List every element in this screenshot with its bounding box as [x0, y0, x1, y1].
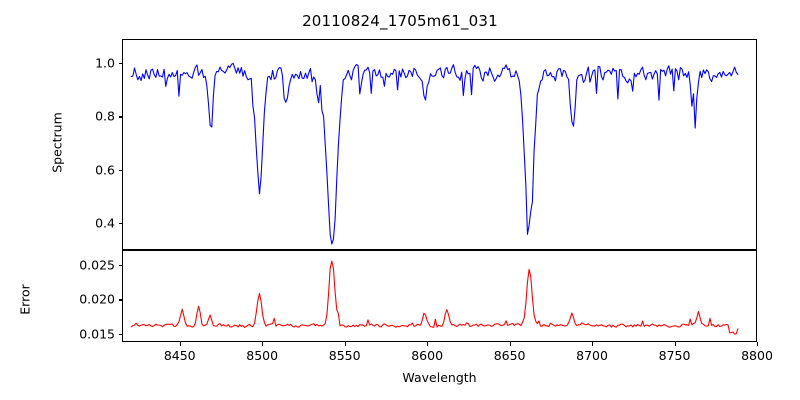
error-y-tickmark-1	[118, 299, 122, 301]
spectrum-y-tickmark-2	[118, 116, 122, 118]
error-y-axis-label: Error	[17, 284, 33, 315]
x-tickmark-1	[262, 342, 264, 346]
x-tick-5: 8700	[576, 348, 608, 363]
spectrum-y-tickmark-0	[118, 223, 122, 225]
error-y-tick-0: 0.015	[79, 326, 115, 342]
spectrum-panel	[122, 39, 757, 250]
x-tickmark-7	[757, 342, 759, 346]
error-y-tickmark-0	[118, 333, 122, 335]
x-tickmark-5	[592, 342, 594, 346]
x-tick-4: 8650	[493, 348, 526, 363]
x-tickmark-3	[427, 342, 429, 346]
error-panel	[122, 250, 757, 342]
x-tickmark-6	[674, 342, 676, 346]
spectrum-plot-area	[130, 62, 739, 245]
x-tick-0: 8450	[163, 348, 196, 363]
error-y-tick-2: 0.025	[79, 257, 115, 273]
error-line-series	[130, 260, 739, 335]
spectrum-y-tick-3: 1.0	[95, 55, 115, 71]
spectrum-y-tick-2: 0.8	[95, 108, 115, 124]
x-tickmark-4	[509, 342, 511, 346]
error-y-tickmark-2	[118, 265, 122, 267]
spectrum-y-tickmark-1	[118, 169, 122, 171]
page-title: 20110824_1705m61_031	[302, 12, 498, 30]
x-axis-label: Wavelength	[402, 370, 477, 385]
error-y-tick-1: 0.020	[79, 291, 115, 307]
error-plot-area	[130, 260, 739, 335]
x-tick-7: 8800	[741, 348, 773, 363]
spectrum-line-series	[130, 62, 739, 245]
x-tickmark-2	[344, 342, 346, 346]
spectrum-y-axis-label: Spectrum	[49, 112, 65, 173]
x-tick-1: 8500	[246, 348, 279, 363]
spectrum-y-tickmark-3	[118, 63, 122, 65]
spectrum-y-tick-1: 0.6	[95, 162, 115, 178]
x-tick-2: 8550	[328, 348, 361, 363]
x-tick-6: 8750	[658, 348, 691, 363]
x-tick-3: 8600	[411, 348, 444, 363]
x-tickmark-0	[179, 342, 181, 346]
spectrum-y-tick-0: 0.4	[95, 215, 115, 231]
